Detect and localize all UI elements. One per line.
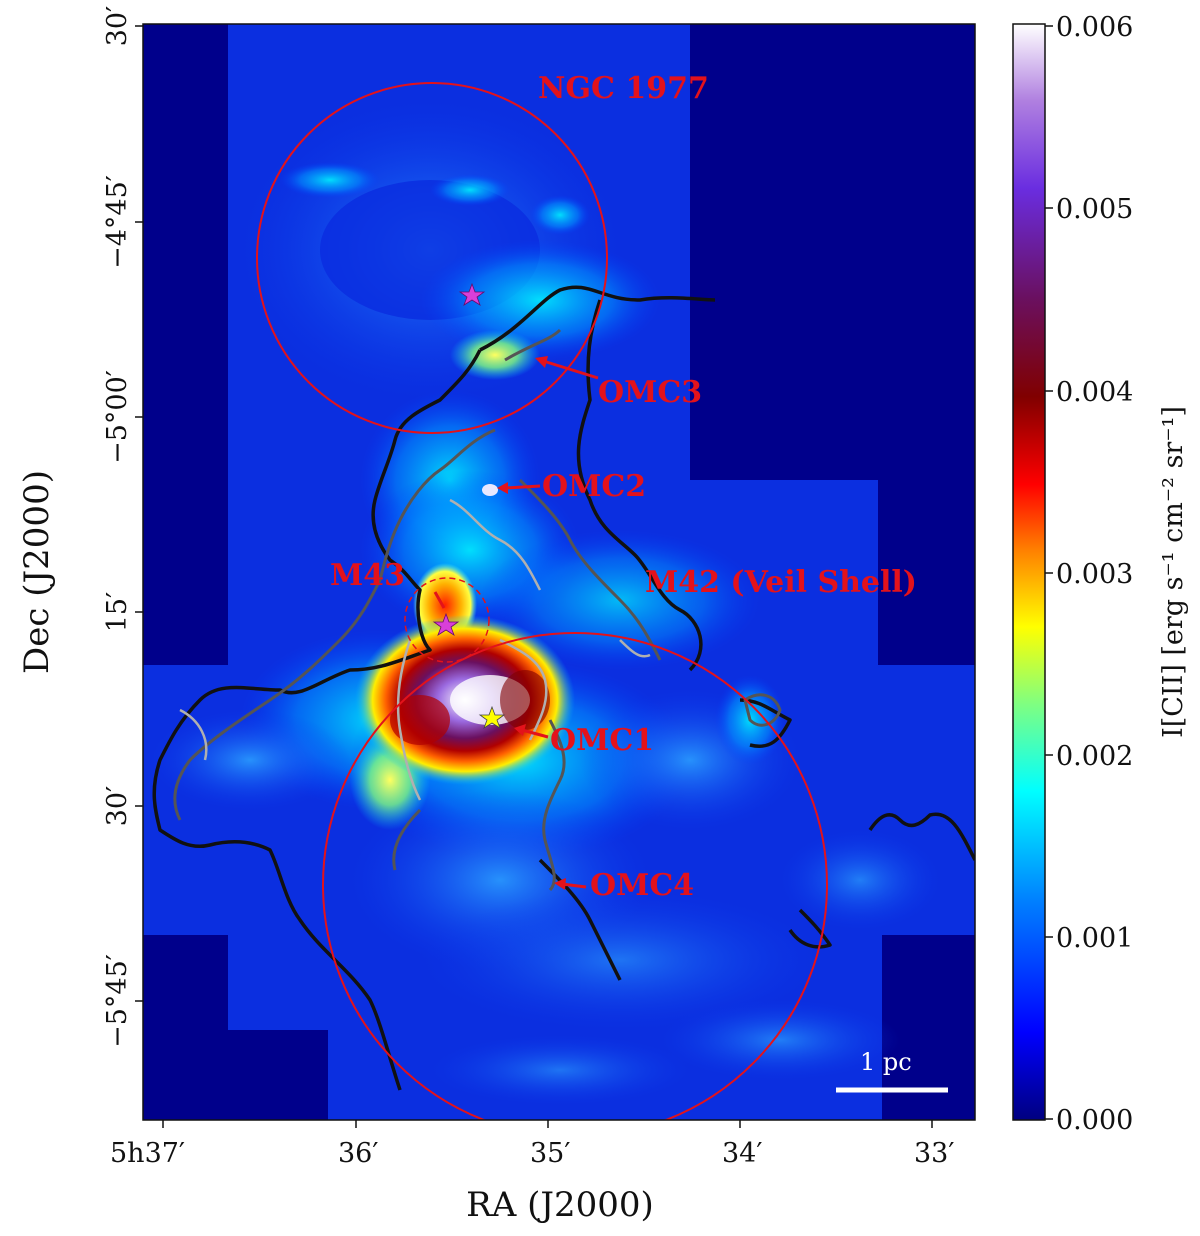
y-tick-label: 30′	[102, 6, 133, 47]
colorbar-tick-label: 0.003	[1056, 559, 1133, 590]
y-tick-label: 30′	[102, 786, 133, 827]
trapezium-star-icon	[478, 705, 506, 729]
m43-star-icon	[432, 612, 460, 636]
colorbar-tick-label: 0.004	[1056, 377, 1133, 408]
colorbar-tick-label: 0.001	[1056, 923, 1133, 954]
x-tick-label: 35′	[530, 1138, 571, 1169]
image-frame	[142, 23, 976, 1121]
colorbar-tick-label: 0.006	[1056, 12, 1133, 43]
m43-circle	[404, 577, 490, 663]
label-m42: M42 (Veil Shell)	[645, 565, 917, 600]
label-omc1: OMC1	[550, 723, 654, 758]
contour-light-grey	[179, 498, 651, 801]
ngc1977-circle	[256, 82, 608, 434]
x-tick-label: 5h37′	[110, 1138, 185, 1169]
contour-dark-grey	[173, 328, 782, 892]
colorbar-ticks	[1045, 25, 1053, 1120]
colorbar-label: I[CII] [erg s⁻¹ cm⁻² sr⁻¹]	[1158, 406, 1189, 738]
cii-emission	[150, 100, 940, 1105]
y-axis-title: Dec (J2000)	[17, 470, 57, 674]
m42-veil-shell-circle	[322, 632, 828, 1120]
y-tick-label: −4°45′	[102, 175, 133, 269]
label-ngc1977: NGC 1977	[538, 71, 709, 106]
colorbar-tick-label: 0.002	[1056, 741, 1133, 772]
ngc1977-star-icon	[458, 282, 486, 306]
x-tick-label: 36′	[338, 1138, 379, 1169]
colorbar	[1012, 23, 1046, 1121]
colorbar-tick-label: 0.000	[1056, 1105, 1133, 1136]
label-omc4: OMC4	[590, 868, 694, 903]
x-tick-label: 33′	[914, 1138, 955, 1169]
contours	[152, 285, 975, 1091]
label-omc3: OMC3	[598, 375, 702, 410]
y-tick-label: −5°45′	[102, 954, 133, 1048]
y-tick-label: −5°00′	[102, 370, 133, 464]
contour-black	[152, 285, 975, 1091]
x-tick-label: 34′	[722, 1138, 763, 1169]
x-axis-title: RA (J2000)	[466, 1185, 654, 1225]
pointer-arrows	[433, 356, 599, 890]
scalebar-label: 1 pc	[860, 1048, 912, 1076]
label-m43: M43	[330, 558, 405, 593]
colorbar-tick-label: 0.005	[1056, 194, 1133, 225]
image-panel: NGC 1977 OMC3 OMC2 M43 M42 (Veil Shell) …	[143, 24, 975, 1120]
y-tick-label: 15′	[102, 592, 133, 633]
x-axis	[162, 1120, 933, 1128]
y-axis	[135, 25, 143, 1002]
label-omc2: OMC2	[542, 469, 646, 504]
